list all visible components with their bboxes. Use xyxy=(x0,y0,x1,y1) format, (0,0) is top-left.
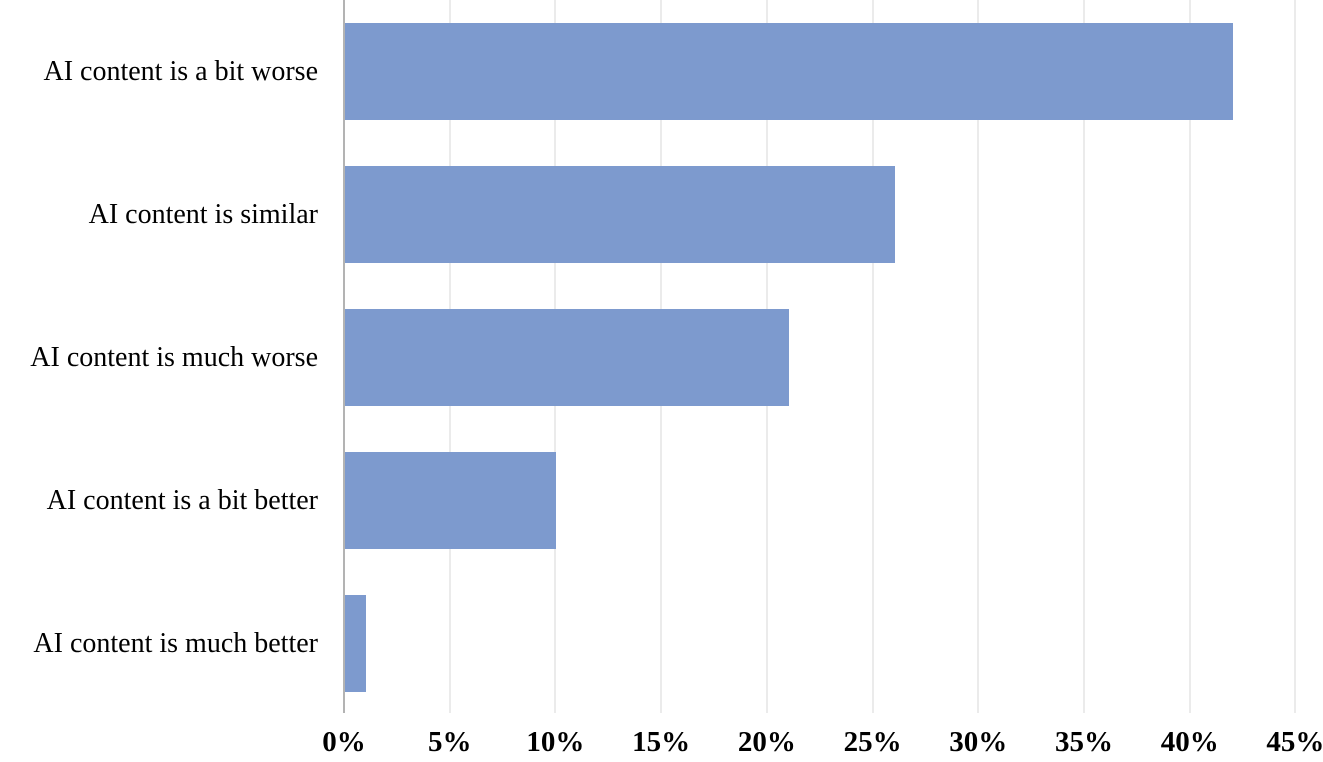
gridline xyxy=(871,0,874,713)
gridline xyxy=(977,0,980,713)
gridline xyxy=(1083,0,1085,713)
value-tick-label: 15% xyxy=(632,726,691,758)
gridline xyxy=(1294,0,1297,713)
value-tick-label: 20% xyxy=(737,726,796,758)
bar xyxy=(345,23,1233,120)
value-tick-label: 10% xyxy=(526,726,585,758)
value-tick-label: 25% xyxy=(843,726,902,758)
bar xyxy=(345,166,895,263)
category-label: AI content is a bit worse xyxy=(43,55,319,87)
category-label: AI content is a bit better xyxy=(46,484,318,516)
value-tick-label: 35% xyxy=(1055,726,1113,758)
category-label: AI content is similar xyxy=(88,198,318,230)
gridline xyxy=(1188,0,1191,713)
value-tick-label: 0% xyxy=(322,726,366,758)
value-tick-label: 45% xyxy=(1266,726,1323,758)
bar xyxy=(345,452,557,549)
value-tick-label: 30% xyxy=(949,726,1008,758)
value-axis-line xyxy=(343,0,345,713)
value-tick-label: 40% xyxy=(1160,726,1219,758)
category-label: AI content is much better xyxy=(33,627,318,659)
value-tick-label: 5% xyxy=(427,726,472,758)
bar xyxy=(345,309,789,406)
category-label: AI content is much worse xyxy=(30,341,318,373)
bar xyxy=(345,595,367,692)
